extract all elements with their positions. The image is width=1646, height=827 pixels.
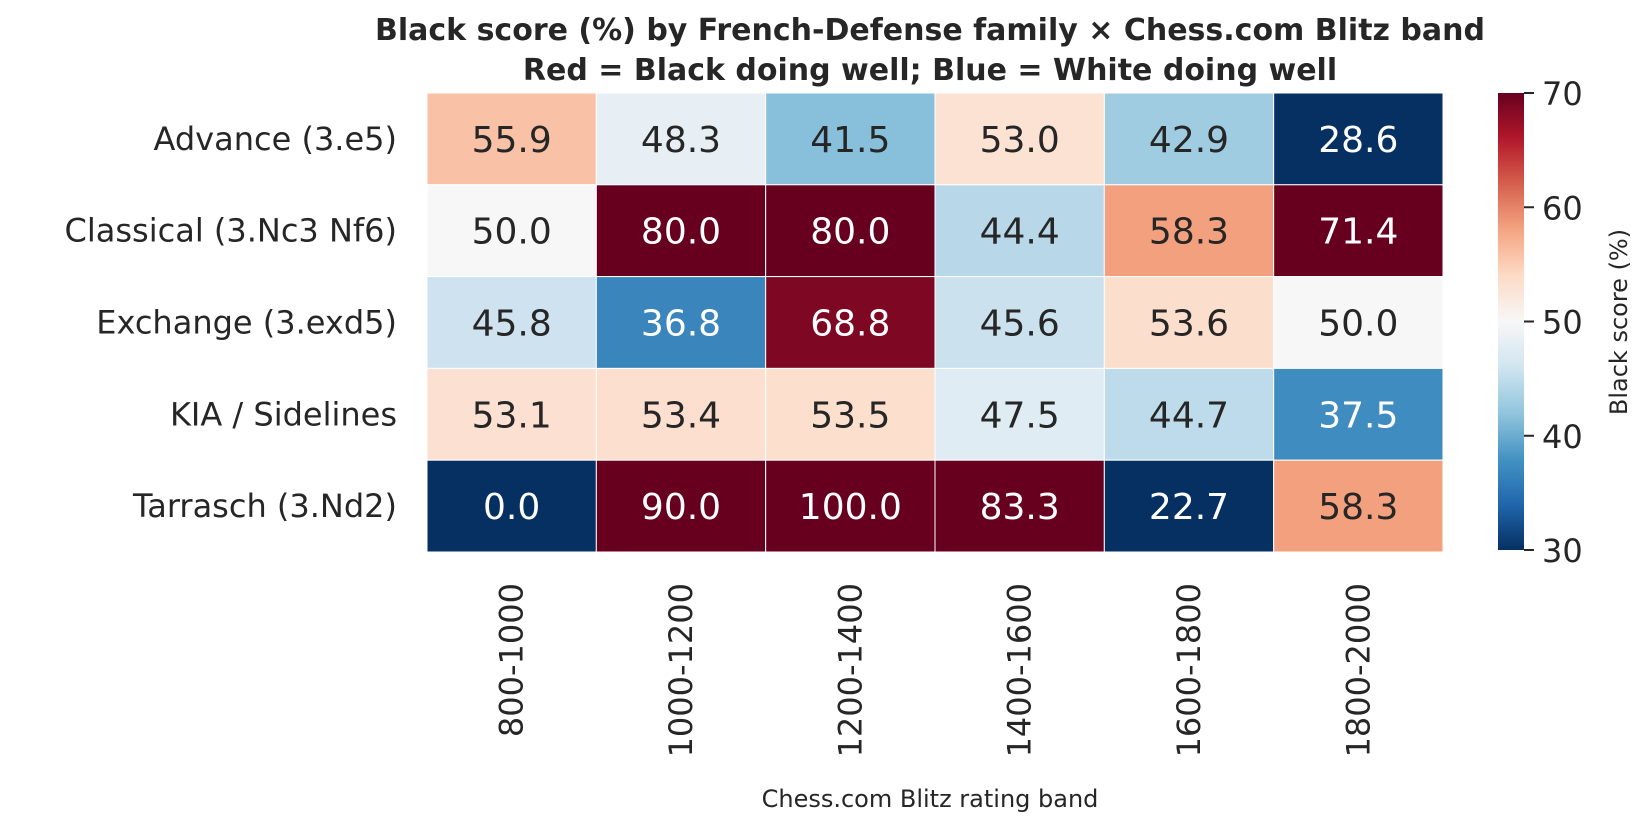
heatmap-cell [1273,367,1444,461]
chart-title: Black score (%) by French-Defense family… [375,13,1485,48]
colorbar [1498,93,1524,550]
cell-value-label: 42.9 [1149,120,1229,161]
x-axis-label: Chess.com Blitz rating band [762,785,1099,813]
cell-value-label: 28.6 [1318,120,1398,161]
y-tick-label: Classical (3.Nc3 Nf6) [65,212,397,250]
colorbar-ticks: 30 40 50 60 70 [1524,75,1583,570]
x-tick-label: 1600-1800 [1170,583,1208,757]
heatmap-cell [765,92,936,186]
cell-value-label: 53.5 [810,395,890,436]
x-tick-label: 1400-1600 [1001,583,1039,757]
heatmap-cell [1103,459,1275,553]
heatmap-cell [1273,184,1444,278]
cell-value-label: 53.1 [472,395,552,436]
y-tick-label: Tarrasch (3.Nd2) [132,487,397,525]
cell-value-label: 83.3 [980,487,1060,528]
cell-value-label: 53.6 [1149,304,1229,345]
heatmap-cell [595,367,767,461]
y-tick-label: Exchange (3.exd5) [96,304,397,342]
colorbar-tick-label: 60 [1542,189,1583,227]
colorbar-tick-label: 30 [1542,532,1583,570]
cell-value-label: 58.3 [1318,487,1398,528]
heatmap-cells [426,92,1444,553]
cell-value-label: 37.5 [1318,395,1398,436]
y-tick-labels: Advance (3.e5) Classical (3.Nc3 Nf6) Excha… [65,120,397,525]
cell-value-label: 45.8 [472,304,552,345]
cell-value-label: 53.4 [641,395,721,436]
heatmap-cell [765,276,936,369]
heatmap-cell-labels: 55.9 48.3 41.5 53.0 42.9 28.6 50.0 80.0 80.0 44.4… [472,120,1399,528]
x-tick-label: 1800-2000 [1339,583,1377,757]
colorbar-tick-label: 50 [1542,304,1583,342]
cell-value-label: 48.3 [641,120,721,161]
cell-value-label: 50.0 [1318,304,1398,345]
x-tick-label: 1000-1200 [662,583,700,757]
heatmap-cell [934,367,1105,461]
cell-value-label: 53.0 [980,120,1060,161]
heatmap-cell [765,367,936,461]
cell-value-label: 47.5 [980,395,1060,436]
y-tick-label: Advance (3.e5) [154,120,397,158]
heatmap-cell [1273,92,1444,186]
heatmap-cell [1273,459,1444,553]
heatmap-cell [426,92,597,186]
cell-value-label: 44.4 [980,212,1060,253]
cell-value-label: 55.9 [472,120,552,161]
colorbar-label: Black score (%) [1605,229,1633,415]
heatmap-cell [595,92,767,186]
chart-subtitle: Red = Black doing well; Blue = White doi… [523,53,1337,88]
heatmap-cell [1273,276,1444,369]
heatmap-cell [1103,92,1275,186]
cell-value-label: 0.0 [483,487,540,528]
heatmap-cell [426,276,597,369]
heatmap-cell [1103,367,1275,461]
colorbar-tick-label: 40 [1542,418,1583,456]
heatmap-cell [595,184,767,278]
cell-value-label: 80.0 [641,212,721,253]
colorbar-tick-label: 70 [1542,75,1583,113]
cell-value-label: 71.4 [1318,212,1398,253]
x-tick-label: 800-1000 [493,583,531,737]
cell-value-label: 45.6 [980,304,1060,345]
cell-value-label: 100.0 [799,487,902,528]
heatmap-cell [426,367,597,461]
x-tick-labels: 800-1000 1000-1200 1200-1400 1400-1600 1600-… [493,583,1378,757]
y-tick-label: KIA / Sidelines [170,395,397,433]
cell-value-label: 90.0 [641,487,721,528]
heatmap-cell [934,276,1105,369]
heatmap-cell [934,459,1105,553]
heatmap-cell [934,92,1105,186]
cell-value-label: 80.0 [810,212,890,253]
heatmap-cell [934,184,1105,278]
cell-value-label: 58.3 [1149,212,1229,253]
cell-value-label: 41.5 [810,120,890,161]
heatmap-cell [426,459,597,553]
x-tick-label: 1200-1400 [831,583,869,757]
heatmap-cell [1103,276,1275,369]
heatmap-cell [765,459,936,553]
cell-value-label: 68.8 [810,304,890,345]
heatmap-cell [595,276,767,369]
cell-value-label: 50.0 [472,212,552,253]
cell-value-label: 22.7 [1149,487,1229,528]
cell-value-label: 36.8 [641,304,721,345]
cell-value-label: 44.7 [1149,395,1229,436]
